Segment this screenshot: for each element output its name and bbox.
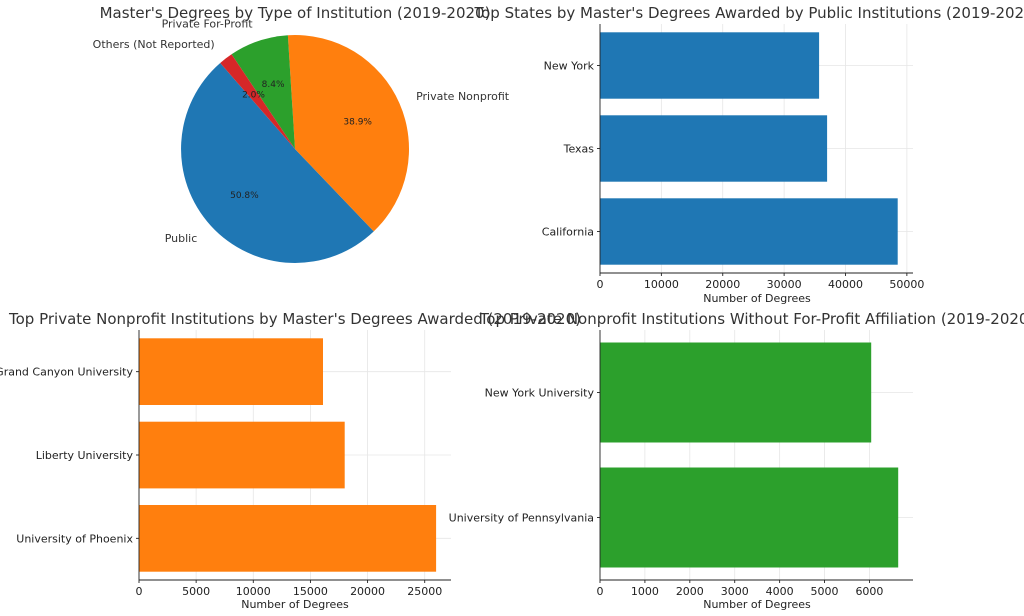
private-nonprofit-chart-title: Top Private Nonprofit Institutions by Ma… xyxy=(8,310,581,328)
states-bar-california xyxy=(600,198,898,265)
no-for-profit-x-tick-label: 6000 xyxy=(855,585,883,598)
private-nonprofit-x-tick-label: 0 xyxy=(136,585,143,598)
states-bar-texas xyxy=(600,115,828,182)
states-x-axis-label: Number of Degrees xyxy=(703,292,811,305)
no-for-profit-category-label: University of Pennsylvania xyxy=(449,512,594,525)
pie-pct-private-nonprofit: 38.9% xyxy=(343,118,372,128)
states-category-label: California xyxy=(542,226,594,239)
states-category-label: New York xyxy=(544,60,595,73)
no-for-profit-x-axis-label: Number of Degrees xyxy=(703,598,811,611)
states-x-tick-label: 40000 xyxy=(828,278,863,291)
no-for-profit-bar-chart: Top Private Nonprofit Institutions Witho… xyxy=(449,310,1024,611)
no-for-profit-bar-university-of-pennsylvania xyxy=(600,467,899,568)
pie-label-others-not-reported: Others (Not Reported) xyxy=(93,38,215,51)
states-chart-title: Top States by Master's Degrees Awarded b… xyxy=(474,4,1024,22)
states-x-tick-label: 10000 xyxy=(644,278,679,291)
pie-chart: Master's Degrees by Type of Institution … xyxy=(93,4,510,263)
states-x-tick-label: 30000 xyxy=(767,278,802,291)
states-x-tick-label: 20000 xyxy=(705,278,740,291)
states-category-label: Texas xyxy=(563,143,595,156)
private-nonprofit-x-axis-label: Number of Degrees xyxy=(241,598,349,611)
private-nonprofit-bar-grand-canyon-university xyxy=(139,338,323,405)
no-for-profit-x-tick-label: 1000 xyxy=(631,585,659,598)
private-nonprofit-x-tick-label: 25000 xyxy=(407,585,442,598)
no-for-profit-x-tick-label: 0 xyxy=(597,585,604,598)
no-for-profit-x-tick-label: 4000 xyxy=(766,585,794,598)
private-nonprofit-category-label: Grand Canyon University xyxy=(0,366,133,379)
pie-pct-public: 50.8% xyxy=(230,191,259,201)
no-for-profit-x-tick-label: 5000 xyxy=(811,585,839,598)
private-nonprofit-x-tick-label: 15000 xyxy=(293,585,328,598)
pie-slice-private-for-profit xyxy=(231,35,295,149)
pie-pct-private-for-profit: 8.4% xyxy=(262,80,285,90)
pie-slice-private-nonprofit xyxy=(287,34,410,232)
no-for-profit-x-tick-label: 3000 xyxy=(721,585,749,598)
states-x-tick-label: 0 xyxy=(597,278,604,291)
pie-pct-others-not-reported: 2.0% xyxy=(242,91,265,101)
private-nonprofit-bar-liberty-university xyxy=(139,421,345,489)
private-nonprofit-x-tick-label: 5000 xyxy=(182,585,210,598)
pie-label-public: Public xyxy=(165,232,198,245)
pie-label-private-nonprofit: Private Nonprofit xyxy=(416,90,510,103)
no-for-profit-category-label: New York University xyxy=(485,387,595,400)
no-for-profit-x-tick-label: 2000 xyxy=(676,585,704,598)
pie-slice-others-not-reported xyxy=(220,54,295,149)
pie-title: Master's Degrees by Type of Institution … xyxy=(100,4,491,22)
private-nonprofit-category-label: Liberty University xyxy=(36,449,134,462)
private-nonprofit-bar-university-of-phoenix xyxy=(139,505,437,572)
private-nonprofit-x-tick-label: 20000 xyxy=(350,585,385,598)
private-nonprofit-x-tick-label: 10000 xyxy=(236,585,271,598)
states-x-tick-label: 50000 xyxy=(889,278,924,291)
states-bar-chart: Top States by Master's Degrees Awarded b… xyxy=(474,4,1024,305)
states-bar-new-york xyxy=(600,32,820,99)
pie-slice-public xyxy=(181,62,374,263)
no-for-profit-bar-new-york-university xyxy=(600,342,872,443)
pie-label-private-for-profit: Private For-Profit xyxy=(162,18,254,31)
no-for-profit-chart-title: Top Private Nonprofit Institutions Witho… xyxy=(479,310,1024,328)
private-nonprofit-category-label: University of Phoenix xyxy=(16,532,133,545)
private-nonprofit-bar-chart: Top Private Nonprofit Institutions by Ma… xyxy=(0,310,581,611)
